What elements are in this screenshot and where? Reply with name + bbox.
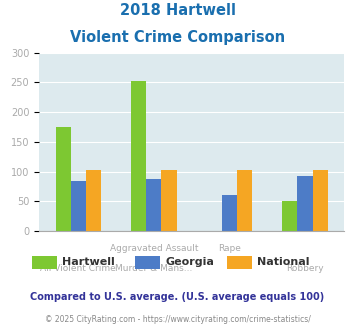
Text: Violent Crime Comparison: Violent Crime Comparison	[70, 30, 285, 45]
Text: Robbery: Robbery	[286, 264, 324, 273]
Bar	[86, 170, 101, 231]
Bar	[313, 170, 328, 231]
Bar	[162, 170, 176, 231]
Text: Murder & Mans...: Murder & Mans...	[115, 264, 193, 273]
Bar	[146, 179, 162, 231]
Bar	[282, 201, 297, 231]
Text: © 2025 CityRating.com - https://www.cityrating.com/crime-statistics/: © 2025 CityRating.com - https://www.city…	[45, 315, 310, 324]
Bar	[131, 81, 146, 231]
Text: Aggravated Assault: Aggravated Assault	[110, 244, 198, 253]
Text: National: National	[257, 257, 310, 267]
Text: Compared to U.S. average. (U.S. average equals 100): Compared to U.S. average. (U.S. average …	[31, 292, 324, 302]
Text: All Violent Crime: All Violent Crime	[40, 264, 116, 273]
Bar	[71, 181, 86, 231]
Bar	[237, 170, 252, 231]
Bar	[222, 195, 237, 231]
Text: 2018 Hartwell: 2018 Hartwell	[120, 3, 235, 18]
Text: Georgia: Georgia	[165, 257, 214, 267]
Bar	[297, 176, 313, 231]
Bar	[56, 127, 71, 231]
Text: Rape: Rape	[218, 244, 241, 253]
Text: Hartwell: Hartwell	[62, 257, 115, 267]
